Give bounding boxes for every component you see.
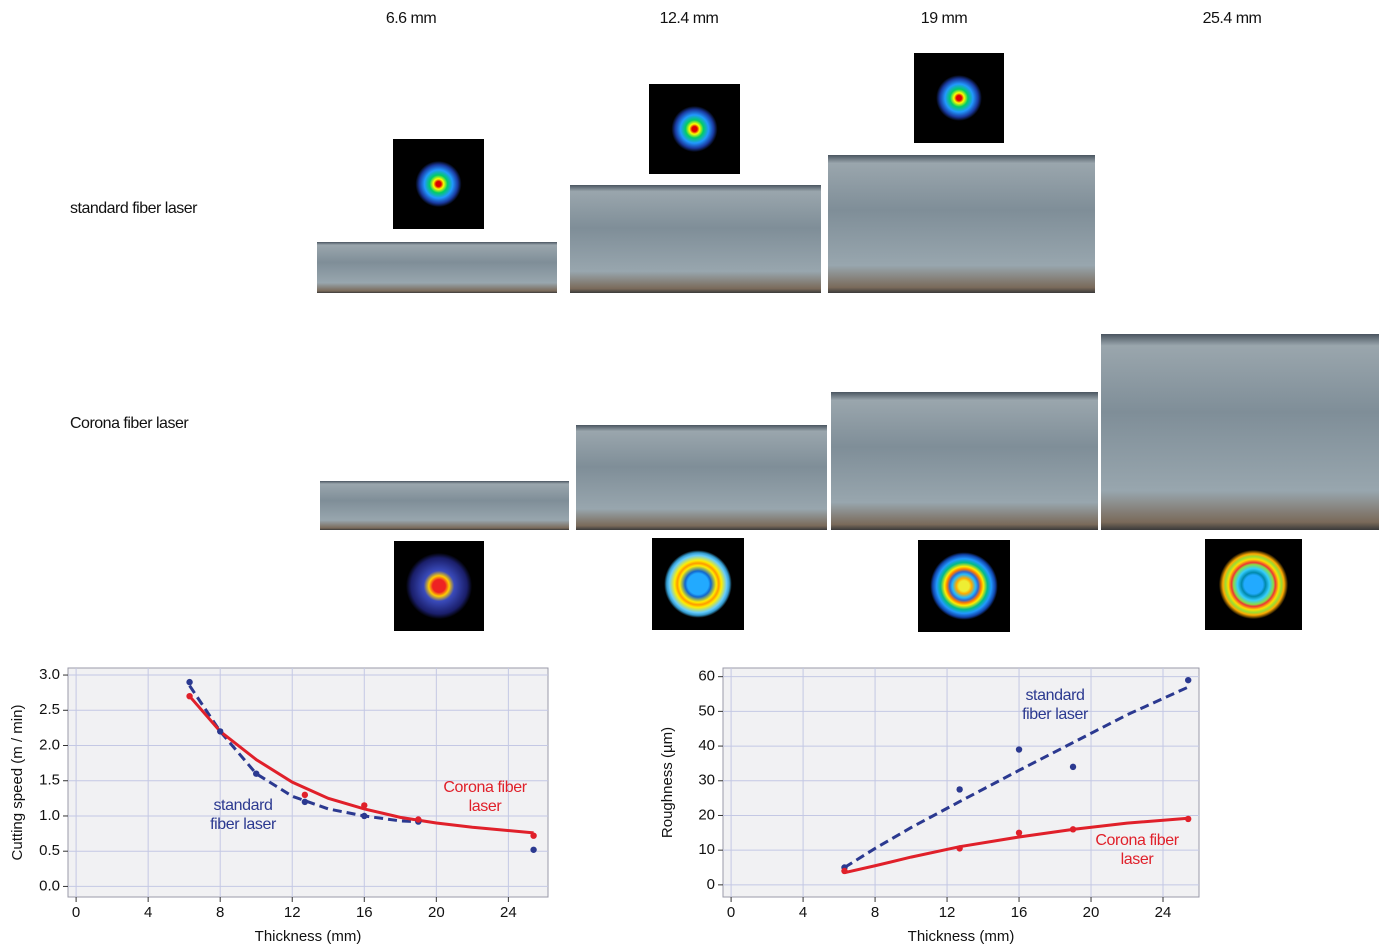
x-tick-label: 24 <box>500 904 517 921</box>
y-tick-label: 0.5 <box>39 842 60 859</box>
y-tick-label: 10 <box>698 841 715 858</box>
x-tick-label: 16 <box>1011 904 1028 921</box>
x-tick-label: 12 <box>284 904 301 921</box>
y-tick-label: 40 <box>698 737 715 754</box>
x-tick-label: 4 <box>144 904 152 921</box>
y-tick-label: 2.5 <box>39 701 60 718</box>
y-tick-label: 0.0 <box>39 877 60 894</box>
series-label: Corona fiber laser <box>1092 831 1182 869</box>
data-point <box>1016 830 1022 836</box>
x-axis-label: Thickness (mm) <box>255 928 362 945</box>
data-point <box>415 816 421 822</box>
data-point <box>1016 746 1022 752</box>
data-point <box>1185 677 1191 683</box>
y-axis-label: Roughness (µm) <box>659 727 676 838</box>
data-point <box>530 847 536 853</box>
x-tick-label: 8 <box>216 904 224 921</box>
y-tick-label: 3.0 <box>39 666 60 683</box>
x-tick-label: 20 <box>428 904 445 921</box>
data-point <box>1070 764 1076 770</box>
x-tick-label: 24 <box>1155 904 1172 921</box>
y-tick-label: 30 <box>698 772 715 789</box>
x-tick-label: 4 <box>799 904 807 921</box>
series-label: Corona fiber laser <box>440 778 530 816</box>
x-tick-label: 16 <box>356 904 373 921</box>
data-point <box>186 679 192 685</box>
series-label: standard fiber laser <box>1010 686 1100 724</box>
series-label: standard fiber laser <box>198 796 288 834</box>
data-point <box>361 802 367 808</box>
data-point <box>217 728 223 734</box>
data-point <box>186 693 192 699</box>
y-tick-label: 20 <box>698 806 715 823</box>
data-point <box>530 832 536 838</box>
x-tick-label: 0 <box>727 904 735 921</box>
page: 6.6 mm 12.4 mm 19 mm 25.4 mm standard fi… <box>0 0 1387 948</box>
data-point <box>841 868 847 874</box>
y-tick-label: 60 <box>698 668 715 685</box>
x-tick-label: 0 <box>72 904 80 921</box>
y-tick-label: 1.5 <box>39 772 60 789</box>
y-tick-label: 0 <box>707 876 715 893</box>
y-axis-label: Cutting speed (m / min) <box>9 705 26 861</box>
data-point <box>302 792 308 798</box>
data-point <box>1185 816 1191 822</box>
data-point <box>1070 826 1076 832</box>
x-axis-label: Thickness (mm) <box>908 928 1015 945</box>
y-tick-label: 1.0 <box>39 807 60 824</box>
x-tick-label: 8 <box>871 904 879 921</box>
data-point <box>956 786 962 792</box>
data-point <box>956 845 962 851</box>
data-point <box>302 799 308 805</box>
x-tick-label: 20 <box>1083 904 1100 921</box>
y-tick-label: 2.0 <box>39 736 60 753</box>
data-point <box>361 813 367 819</box>
data-point <box>253 770 259 776</box>
x-tick-label: 12 <box>939 904 956 921</box>
y-tick-label: 50 <box>698 702 715 719</box>
